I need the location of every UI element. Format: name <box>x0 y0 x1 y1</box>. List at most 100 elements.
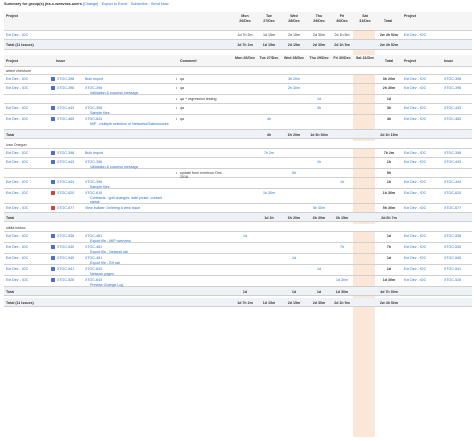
issue-key-link[interactable]: XTOC-540 <box>444 256 462 260</box>
issue-key-link[interactable]: XTOC-541 <box>444 267 462 271</box>
issue-summary-link[interactable]: XTOC-481 <box>85 256 103 260</box>
day-value[interactable]: 1h 30m <box>263 191 275 195</box>
issue-subtask-link[interactable]: Contracts - grid changes, date picker, c… <box>90 195 163 204</box>
project-link[interactable]: Ext Dev - IOC <box>6 267 29 271</box>
issue-subtask-link[interactable]: Export file - MIP overview <box>90 238 131 243</box>
issue-key-link[interactable]: XTOC-538 <box>444 234 462 238</box>
issue-key-link[interactable]: XTOC-398 <box>57 77 75 81</box>
issue-key-link[interactable]: XTOC-677 <box>444 206 462 210</box>
issue-subtask-link[interactable]: MIP - multiple selection of Networks/Sal… <box>90 121 169 126</box>
issue-summary-link[interactable]: XTOC-643 <box>85 117 103 121</box>
project-link[interactable]: Ext Dev - IOC <box>404 256 427 260</box>
issue-summary-link[interactable]: XTOC-481 <box>85 245 103 249</box>
issue-summary-link[interactable]: XTOC-643 <box>85 267 103 271</box>
issue-key-link[interactable]: XTOC-443 <box>444 106 462 110</box>
project-link[interactable]: Ext Dev - IOC <box>6 245 29 249</box>
project-link[interactable]: Ext Dev - IOC <box>404 106 427 110</box>
issue-summary-link[interactable]: XTOC-481 <box>85 234 103 238</box>
issue-key-link[interactable]: XTOC-677 <box>57 206 75 210</box>
project-link[interactable]: Ext Dev - IOC <box>6 256 29 260</box>
day-value[interactable]: 3h <box>317 106 321 110</box>
project-link[interactable]: Ext Dev - IOC <box>6 234 29 238</box>
issue-summary-link[interactable]: XTOC-396 <box>85 106 103 110</box>
issue-key-link[interactable]: XTOC-443 <box>57 160 75 164</box>
issue-key-link[interactable]: XTOC-443 <box>57 106 75 110</box>
issue-key-link[interactable]: XTOC-538 <box>57 234 75 238</box>
project-link[interactable]: Ext Dev - IOC <box>404 180 427 184</box>
issue-subtask-link[interactable]: Network pages <box>90 271 114 276</box>
issue-subtask-link[interactable]: Validation & success message <box>90 164 139 169</box>
project-link[interactable]: Ext Dev - IOC <box>6 86 29 90</box>
day-value[interactable]: 4h <box>267 117 271 121</box>
issue-summary-link[interactable]: XTOC-396 <box>85 180 103 184</box>
project-link[interactable]: Ext Dev - IOC <box>6 151 29 155</box>
day-value[interactable]: 1d <box>317 97 321 101</box>
issue-summary-link[interactable]: XTOC-610 <box>85 191 103 195</box>
day-value[interactable]: 5h <box>292 171 296 175</box>
project-link[interactable]: Ext Dev - IOC <box>404 117 427 121</box>
day-value[interactable]: 1d <box>243 234 247 238</box>
project-link[interactable]: Ext Dev - IOC <box>404 245 427 249</box>
issue-key-link[interactable]: XTOC-530 <box>57 245 75 249</box>
issue-summary-link[interactable]: Bulk import <box>85 77 103 81</box>
project-link[interactable]: Ext Dev - IOC <box>404 160 427 164</box>
project-link[interactable]: Ext Dev - IOC <box>404 234 427 238</box>
issue-key-link[interactable]: XTOC-398 <box>444 151 462 155</box>
issue-key-link[interactable]: XTOC-620 <box>444 191 462 195</box>
day-value[interactable]: 1h <box>340 180 344 184</box>
project-link[interactable]: Ext Dev - IOC <box>404 191 427 195</box>
project-link[interactable]: Ext Dev - IOC <box>404 77 427 81</box>
project-link[interactable]: Ext Dev - IOC <box>6 106 29 110</box>
issue-subtask-link[interactable]: Sample files <box>90 110 110 115</box>
issue-key-link[interactable]: XTOC-465 <box>57 117 75 121</box>
day-value[interactable]: 1h <box>317 160 321 164</box>
day-value[interactable]: 1d 30m <box>336 278 348 282</box>
project-link[interactable]: Ext Dev - IOC <box>6 160 29 164</box>
project-link[interactable]: Ext Dev - IOC <box>404 267 427 271</box>
issue-key-link[interactable]: XTOC-526 <box>444 278 462 282</box>
project-link[interactable]: Ext Dev - IOC <box>6 117 29 121</box>
issue-key-link[interactable]: XTOC-396 <box>57 86 75 90</box>
project-link[interactable]: Ext Dev - IOC <box>6 33 29 37</box>
issue-key-link[interactable]: XTOC-530 <box>444 245 462 249</box>
issue-summary-link[interactable]: XTOC-643 <box>85 278 103 282</box>
issue-key-link[interactable]: XTOC-541 <box>57 267 75 271</box>
issue-key-link[interactable]: XTOC-540 <box>57 256 75 260</box>
project-link[interactable]: Ext Dev - IOC <box>404 206 427 210</box>
project-link[interactable]: Ext Dev - IOC <box>6 77 29 81</box>
export-excel-link[interactable]: Export to Excel <box>101 2 128 6</box>
project-link[interactable]: Ext Dev - IOC <box>404 86 427 90</box>
project-link[interactable]: Ext Dev - IOC <box>404 278 427 282</box>
issue-key-link[interactable]: XTOC-396 <box>444 86 462 90</box>
day-value[interactable]: 1d <box>292 256 296 260</box>
day-value[interactable]: 1d <box>317 267 321 271</box>
issue-summary-link[interactable]: Bulk import <box>85 151 103 155</box>
project-link[interactable]: Ext Dev - IOC <box>6 191 29 195</box>
day-value[interactable]: 2h 30m <box>288 86 300 90</box>
project-link[interactable]: Ext Dev - IOC <box>6 206 29 210</box>
change-link[interactable]: [Change] <box>82 2 99 6</box>
issue-subtask-link[interactable]: Preview Change Log <box>90 282 124 287</box>
issue-subtask-link[interactable]: Export file - Network tab <box>90 249 129 254</box>
issue-subtask-link[interactable]: Sample files <box>90 184 110 189</box>
issue-key-link[interactable]: XTOC-444 <box>444 180 462 184</box>
issue-key-link[interactable]: XTOC-526 <box>57 278 75 282</box>
project-link[interactable]: Ext Dev - IOC <box>6 180 29 184</box>
issue-subtask-link[interactable]: Validation & success message <box>90 90 139 95</box>
send-now-link[interactable]: Send Now <box>150 2 169 6</box>
issue-key-link[interactable]: XTOC-620 <box>57 191 75 195</box>
day-value[interactable]: 7h 2m <box>264 151 274 155</box>
project-link[interactable]: Ext Dev - IOC <box>404 151 427 155</box>
issue-key-link[interactable]: XTOC-465 <box>444 117 462 121</box>
subscribe-link[interactable]: Subscribe <box>130 2 148 6</box>
day-value[interactable]: 7h <box>340 245 344 249</box>
day-value[interactable]: 3h 20m <box>288 77 300 81</box>
issue-summary-link[interactable]: View builder: Deleting a view issue <box>85 206 141 210</box>
project-link[interactable]: Ext Dev - IOC <box>6 278 29 282</box>
issue-key-link[interactable]: XTOC-443 <box>444 160 462 164</box>
issue-key-link[interactable]: XTOC-444 <box>57 180 75 184</box>
issue-summary-link[interactable]: XTOC-396 <box>85 160 103 164</box>
issue-subtask-link[interactable]: Export file - SH tab <box>90 260 121 265</box>
day-value[interactable]: 5h 30m <box>313 206 325 210</box>
issue-summary-link[interactable]: XTOC-396 <box>85 86 103 90</box>
